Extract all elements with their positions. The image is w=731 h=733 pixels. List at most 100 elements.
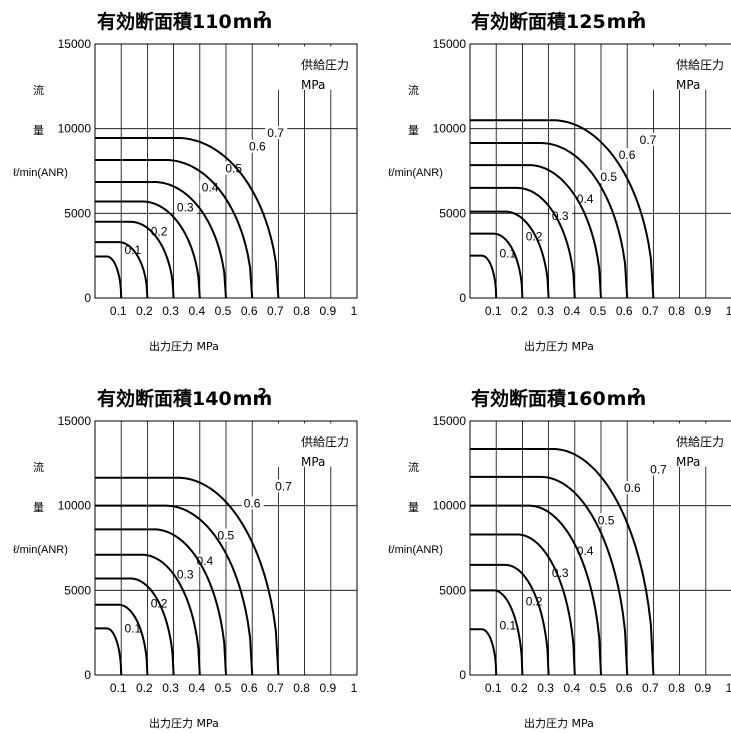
x-tick-label: 0.1	[110, 681, 127, 695]
curve-label-0.5: 0.5	[600, 170, 617, 184]
y-axis-label: 流	[408, 83, 419, 97]
x-axis-label: 出力圧力 MPa	[149, 716, 219, 730]
series-curve-0.7	[95, 136, 280, 299]
curve-label-0.2: 0.2	[526, 229, 543, 243]
curve-label-bg	[637, 132, 660, 146]
curve-label-bg	[174, 567, 197, 581]
chart-title: 有効断面積140	[97, 387, 232, 410]
curve-label-0.7: 0.7	[640, 133, 657, 147]
curve-label-0.3: 0.3	[552, 209, 569, 223]
curve-label-bg	[246, 139, 269, 153]
curve-label-bg	[549, 209, 572, 223]
x-tick-label: 0.7	[267, 681, 284, 695]
curve-label-0.6: 0.6	[619, 148, 636, 162]
series-curve-0.2	[95, 241, 149, 299]
legend-title: 供給圧力	[301, 435, 349, 449]
curve-label-bg	[174, 200, 197, 214]
legend-unit: MPa	[301, 455, 325, 469]
x-tick-label: 0.4	[563, 681, 580, 695]
x-tick-label: 1	[351, 304, 358, 318]
x-tick-label: 0.5	[215, 681, 232, 695]
x-tick-label: 0.7	[642, 681, 659, 695]
y-tick-label: 5000	[64, 206, 91, 220]
y-tick-label: 0	[84, 291, 91, 305]
y-axis-unit: ℓ/min(ANR)	[388, 167, 443, 179]
series-curve-0.1	[95, 627, 123, 676]
series-curve-0.6	[470, 142, 629, 299]
legend-unit: MPa	[676, 78, 700, 92]
y-tick-label: 0	[84, 668, 91, 682]
x-tick-label: 1	[726, 304, 731, 318]
x-tick-label: 0.2	[511, 681, 528, 695]
series-curve-0.7	[470, 119, 655, 299]
x-axis-label: 出力圧力 MPa	[524, 716, 594, 730]
curve-label-0.5: 0.5	[225, 162, 242, 176]
curve-label-bg	[595, 513, 618, 527]
series-curve-0.5	[95, 181, 227, 299]
y-axis-label: 流	[33, 460, 44, 474]
x-tick-label: 0.2	[136, 681, 153, 695]
series-curve-0.5	[470, 164, 602, 299]
series-curve-0.1	[470, 254, 498, 299]
curve-label-bg	[497, 246, 520, 260]
chart-panel-1: 有効断面積110 mm2 15000 10000 5000 0 0.1 0.2 0.3 0.4 0.…	[13, 10, 358, 353]
curve-label-0.7: 0.7	[275, 479, 292, 493]
series-curve-0.4	[95, 553, 201, 676]
curve-label-bg	[273, 479, 296, 493]
y-tick-label: 15000	[58, 37, 92, 51]
curve-label-bg	[265, 126, 288, 140]
y-tick-label: 5000	[439, 583, 466, 597]
curve-label-0.3: 0.3	[177, 567, 194, 581]
x-tick-label: 0.2	[136, 304, 153, 318]
y-axis-label: 量	[33, 124, 44, 137]
x-tick-label: 0.3	[537, 304, 554, 318]
x-tick-label: 0.9	[319, 304, 336, 318]
curve-label-bg	[497, 618, 520, 632]
y-axis-label: 量	[33, 501, 44, 514]
x-tick-label: 0.6	[241, 681, 258, 695]
chart-title-superscript: 2	[632, 387, 641, 402]
x-tick-label: 0.5	[590, 681, 607, 695]
x-axis-label: 出力圧力 MPa	[149, 339, 219, 353]
curve-label-0.5: 0.5	[598, 513, 615, 527]
x-tick-label: 0.6	[616, 304, 633, 318]
x-tick-label: 0.8	[293, 304, 310, 318]
series-curve-0.3	[470, 210, 550, 299]
legend-title: 供給圧力	[676, 435, 724, 449]
curve-label-0.6: 0.6	[624, 481, 641, 495]
x-tick-label: 0.6	[616, 681, 633, 695]
x-axis-label: 出力圧力 MPa	[524, 339, 594, 353]
curve-label-0.1: 0.1	[125, 622, 142, 636]
x-tick-label: 1	[726, 681, 731, 695]
chart-panel-2: 有効断面積125 mm2 15000 10000 5000 0 0.1 0.2 0.3 0.4 0.…	[388, 10, 731, 353]
x-tick-label: 0.2	[511, 304, 528, 318]
series-curve-0.3	[470, 563, 550, 676]
series-curve-0.3	[95, 577, 175, 676]
curve-label-0.4: 0.4	[577, 192, 594, 206]
chart-title: 有効断面積110	[97, 10, 232, 33]
x-tick-label: 0.8	[668, 681, 685, 695]
chart-title-unit: mm	[607, 11, 647, 33]
y-axis-unit: ℓ/min(ANR)	[13, 167, 68, 179]
y-tick-label: 0	[459, 291, 466, 305]
y-tick-label: 10000	[433, 499, 467, 513]
legend-unit: MPa	[301, 78, 325, 92]
x-tick-label: 0.9	[694, 304, 711, 318]
curve-label-bg	[621, 481, 644, 495]
series-curve-0.7	[470, 447, 655, 676]
y-tick-label: 5000	[439, 206, 466, 220]
legend-title: 供給圧力	[301, 58, 349, 72]
legend-unit: MPa	[676, 455, 700, 469]
x-tick-label: 1	[351, 681, 358, 695]
series-curve-0.5	[470, 504, 602, 676]
y-tick-label: 5000	[64, 583, 91, 597]
chart-panel-4: 有効断面積160 mm2 15000 10000 5000 0 0.1 0.2 0.3 0.4 0.…	[388, 387, 731, 730]
series-curve-0.6	[95, 504, 254, 676]
series-curve-0.1	[95, 255, 123, 299]
y-axis-label: 流	[408, 460, 419, 474]
x-tick-label: 0.8	[668, 304, 685, 318]
series-curve-0.3	[95, 220, 175, 299]
curve-label-0.7: 0.7	[267, 126, 284, 140]
curve-label-0.7: 0.7	[650, 462, 667, 476]
y-axis-label: 流	[33, 83, 44, 97]
